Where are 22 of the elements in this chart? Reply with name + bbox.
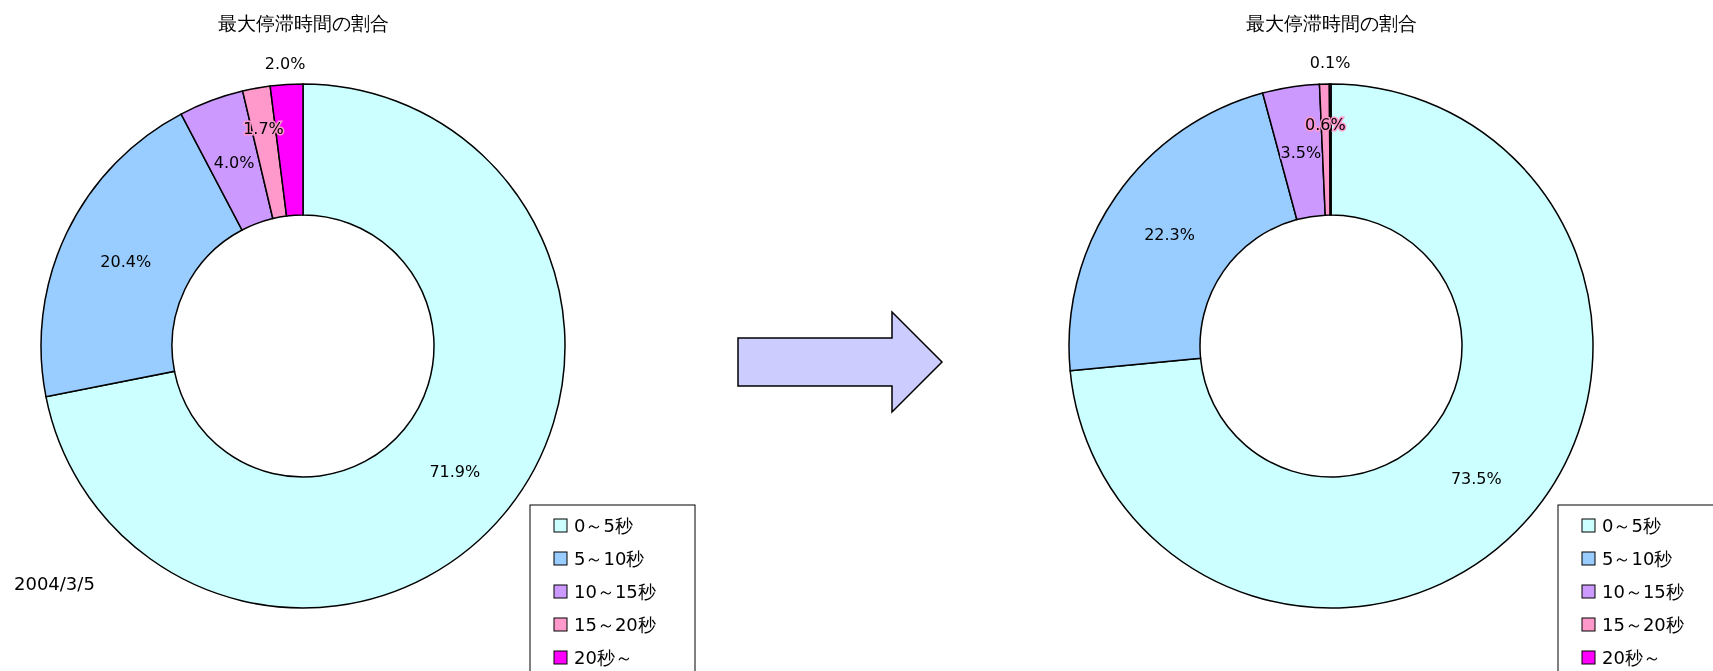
data-label: 3.5% [1280, 142, 1322, 162]
legend-label: 0～5秒 [1602, 515, 1661, 536]
chart-title: 最大停滞時間の割合 [1245, 12, 1417, 34]
data-label: 20.4% [100, 252, 152, 272]
legend-label: 10～15秒 [1602, 581, 1684, 602]
data-label: 22.3% [1144, 225, 1195, 245]
legend-label: 0～5秒 [574, 515, 633, 536]
data-label: 2.0% [264, 53, 306, 73]
data-label: 0.1% [1309, 53, 1351, 72]
legend-label: 5～10秒 [574, 548, 645, 569]
legend-label: 15～20秒 [1602, 614, 1684, 635]
donut-slice [1069, 83, 1594, 609]
legend-label: 10～15秒 [574, 581, 656, 602]
legend-label: 20秒～ [1602, 647, 1661, 668]
data-label: 71.9% [429, 461, 481, 481]
data-label: 4.0% [213, 152, 255, 172]
text: 2004/3/5 [14, 573, 95, 594]
data-label: 73.5% [1450, 469, 1502, 489]
legend-label: 5～10秒 [1602, 548, 1673, 569]
legend-label: 15～20秒 [574, 614, 656, 635]
legend-label: 20秒～ [574, 647, 633, 668]
chart-title: 最大停滞時間の割合 [217, 12, 389, 34]
